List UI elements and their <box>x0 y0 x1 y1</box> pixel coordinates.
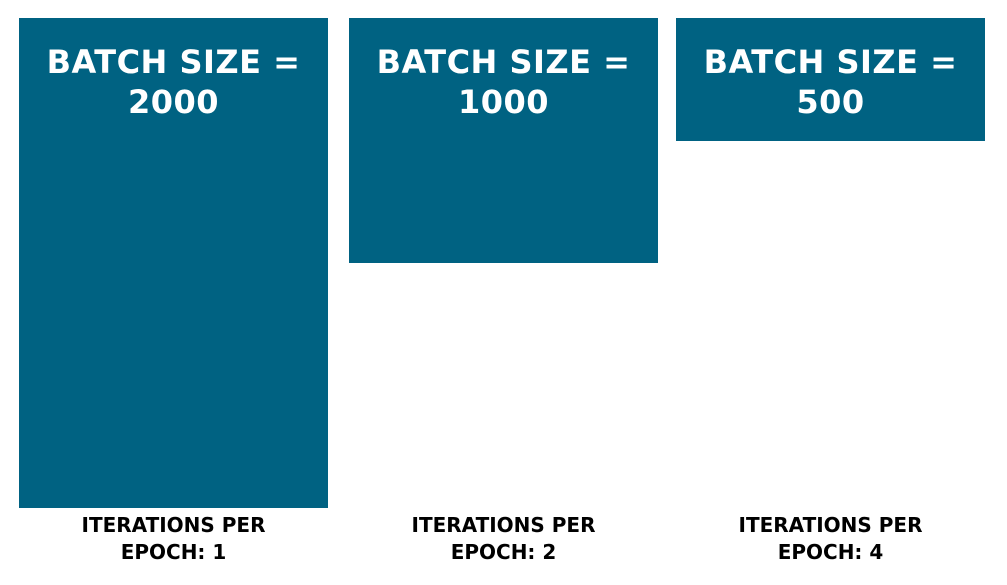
batch-size-label-line1: BATCH SIZE = <box>703 43 958 81</box>
iterations-caption-4: ITERATIONS PER EPOCH: 4 <box>676 512 985 566</box>
batch-block-1000: BATCH SIZE = 1000 <box>349 18 658 263</box>
batch-size-label: BATCH SIZE = 2000 <box>19 42 328 122</box>
iterations-caption-line1: ITERATIONS PER <box>81 513 266 537</box>
batch-size-label: BATCH SIZE = 500 <box>676 42 985 122</box>
iterations-caption-2: ITERATIONS PER EPOCH: 2 <box>349 512 658 566</box>
batch-size-value: 1000 <box>457 83 550 121</box>
batch-size-label-line1: BATCH SIZE = <box>46 43 301 81</box>
batch-size-label: BATCH SIZE = 1000 <box>349 42 658 122</box>
iterations-caption-1: ITERATIONS PER EPOCH: 1 <box>19 512 328 566</box>
batch-block-2000: BATCH SIZE = 2000 <box>19 18 328 508</box>
batch-size-value: 500 <box>796 83 865 121</box>
iterations-caption-line2: EPOCH: 2 <box>450 540 557 564</box>
batch-size-label-line1: BATCH SIZE = <box>376 43 631 81</box>
batch-size-value: 2000 <box>127 83 220 121</box>
iterations-caption-line1: ITERATIONS PER <box>411 513 596 537</box>
batch-block-500: BATCH SIZE = 500 <box>676 18 985 141</box>
iterations-caption-line2: EPOCH: 4 <box>777 540 884 564</box>
iterations-caption-line1: ITERATIONS PER <box>738 513 923 537</box>
iterations-caption-line2: EPOCH: 1 <box>120 540 227 564</box>
